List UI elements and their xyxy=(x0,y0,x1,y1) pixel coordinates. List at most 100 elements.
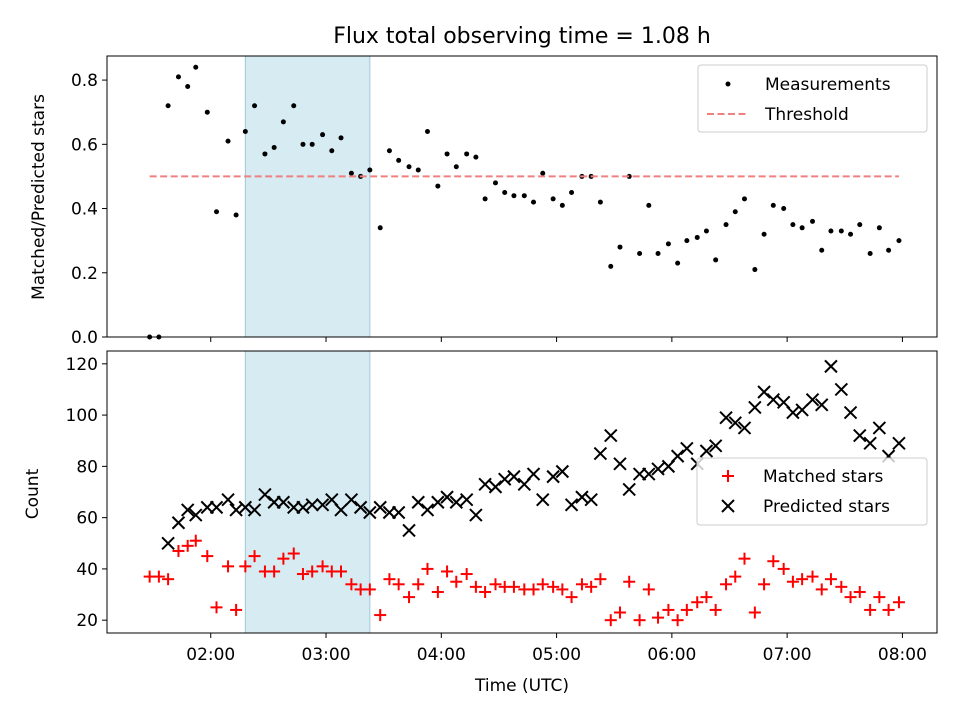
predicted-stars-point xyxy=(546,469,560,484)
measurements-point xyxy=(415,167,421,173)
matched-stars-point xyxy=(853,585,866,598)
matched-stars-point xyxy=(758,578,771,591)
matched-stars-point xyxy=(152,570,165,583)
predicted-stars-point xyxy=(834,382,849,397)
matched-stars-point xyxy=(604,614,617,627)
measurements-point xyxy=(790,222,796,228)
predicted-stars-point xyxy=(334,503,348,517)
measurements-point xyxy=(165,103,171,109)
x-tick-label: 06:00 xyxy=(647,645,696,665)
matched-stars-point xyxy=(412,578,425,591)
matched-stars-point xyxy=(844,591,857,604)
matched-stars-point xyxy=(777,562,790,575)
predicted-stars-point xyxy=(526,467,541,481)
measurements-point xyxy=(540,170,546,176)
predicted-stars-point xyxy=(391,505,406,520)
bottom-y-tick-label: 40 xyxy=(76,560,98,580)
predicted-stars-point xyxy=(575,490,589,504)
top-y-tick-label: 0.6 xyxy=(71,135,98,155)
measurements-point xyxy=(569,189,575,195)
legend-matched-label: Matched stars xyxy=(763,467,883,487)
measurements-point xyxy=(511,193,517,199)
matched-stars-point xyxy=(335,565,348,578)
predicted-stars-point xyxy=(824,359,838,374)
predicted-stars-point xyxy=(276,495,291,509)
top-panel: 0.00.20.40.60.8 Matched/Predicted stars … xyxy=(29,55,938,348)
measurements-point xyxy=(597,199,603,205)
x-tick-label: 02:00 xyxy=(186,645,235,665)
predicted-stars-point xyxy=(536,492,550,507)
predicted-stars-point xyxy=(651,462,665,476)
bottom-y-tick-label: 120 xyxy=(66,355,98,375)
predicted-stars-point xyxy=(719,410,733,425)
predicted-stars-point xyxy=(373,500,387,515)
legend-threshold-label: Threshold xyxy=(764,105,849,125)
predicted-stars-point xyxy=(872,421,887,435)
matched-stars-point xyxy=(613,606,626,619)
measurements-point xyxy=(684,238,690,244)
measurements-point xyxy=(338,135,344,141)
matched-stars-point xyxy=(806,570,819,583)
predicted-stars-point xyxy=(786,405,800,420)
predicted-stars-point xyxy=(555,464,570,479)
measurements-point xyxy=(262,151,268,157)
x-tick-label: 03:00 xyxy=(302,645,351,665)
predicted-stars-point xyxy=(748,400,762,415)
predicted-stars-point xyxy=(488,480,503,494)
predicted-stars-point xyxy=(258,487,272,502)
bottom-plot-area xyxy=(143,359,906,627)
measurements-point xyxy=(435,183,441,189)
matched-stars-point xyxy=(296,568,309,581)
matched-stars-point xyxy=(162,573,175,586)
measurements-point xyxy=(521,193,527,199)
measurements-point xyxy=(617,244,623,250)
matched-stars-point xyxy=(671,614,684,627)
matched-stars-point xyxy=(287,547,300,560)
measurements-point xyxy=(732,209,738,215)
matched-stars-point xyxy=(623,575,636,588)
measurements-point xyxy=(185,84,191,90)
measurements-point xyxy=(280,119,286,125)
matched-stars-point xyxy=(652,611,665,624)
measurements-point xyxy=(300,141,306,147)
matched-stars-point xyxy=(691,596,704,609)
matched-stars-point xyxy=(181,539,194,552)
matched-stars-point xyxy=(277,552,290,565)
predicted-stars-point xyxy=(459,492,474,507)
matched-stars-point xyxy=(527,583,540,596)
measurements-point xyxy=(348,170,354,176)
predicted-stars-point xyxy=(708,439,723,453)
measurements-point xyxy=(713,257,719,263)
predicted-stars-point xyxy=(728,416,742,430)
predicted-stars-point xyxy=(815,398,829,412)
measurements-point xyxy=(396,157,402,163)
measurements-point xyxy=(291,103,297,109)
measurements-point xyxy=(193,64,199,70)
predicted-stars-point xyxy=(431,495,445,509)
matched-stars-point xyxy=(392,578,405,591)
top-y-tick-label: 0.4 xyxy=(71,200,98,220)
matched-stars-point xyxy=(873,591,886,604)
matched-stars-point xyxy=(824,573,837,586)
measurements-point xyxy=(559,202,565,208)
top-legend: Measurements Threshold xyxy=(697,64,928,133)
top-y-tick-label: 0.2 xyxy=(71,264,98,284)
matched-stars-point xyxy=(268,565,281,578)
matched-stars-point xyxy=(363,583,376,596)
bottom-panel-frame xyxy=(106,350,938,634)
predicted-stars-point xyxy=(498,472,512,486)
measurements-point xyxy=(492,180,498,186)
measurements-point xyxy=(867,251,873,257)
measurements-point xyxy=(703,228,709,234)
predicted-stars-point xyxy=(247,503,262,517)
measurements-point xyxy=(741,196,747,202)
matched-stars-point xyxy=(172,544,185,557)
matched-stars-point xyxy=(633,614,646,627)
predicted-stars-point xyxy=(353,500,368,515)
predicted-stars-point xyxy=(221,492,235,507)
predicted-stars-point xyxy=(411,495,425,509)
measurements-point xyxy=(848,231,854,237)
matched-stars-point xyxy=(222,560,235,573)
matched-stars-point xyxy=(239,560,252,573)
measurements-point xyxy=(781,206,787,212)
